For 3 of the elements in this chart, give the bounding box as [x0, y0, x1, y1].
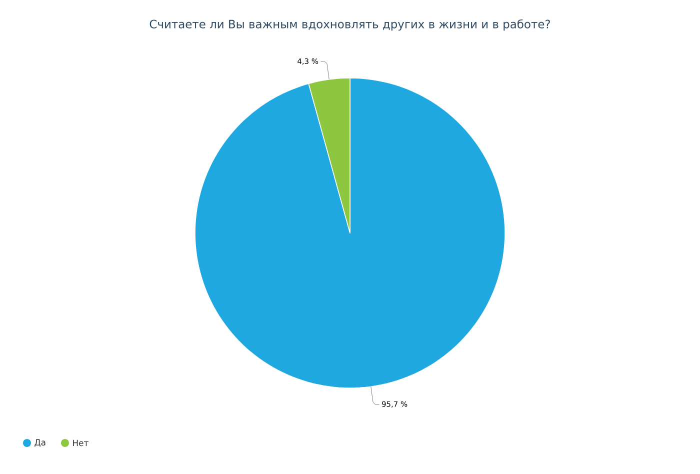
- legend-label: Да: [34, 439, 46, 447]
- chart-title: Считаете ли Вы важным вдохновлять других в жизни и в работе?: [150, 19, 550, 31]
- legend-label: Нет: [73, 440, 88, 446]
